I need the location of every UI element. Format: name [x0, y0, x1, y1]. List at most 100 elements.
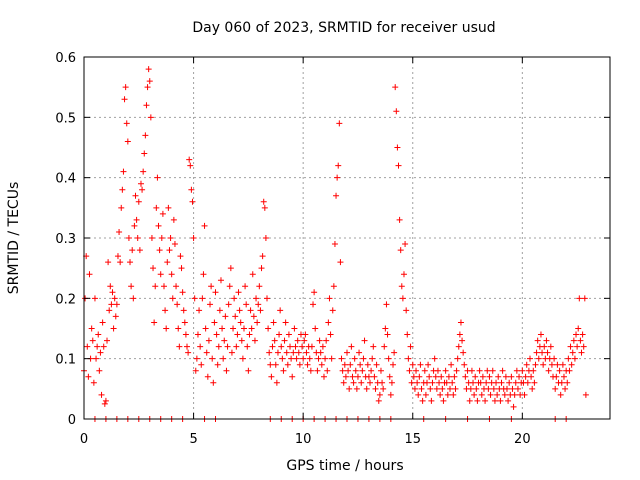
- data-point: [318, 361, 325, 368]
- data-point: [125, 235, 132, 241]
- data-point: [212, 289, 219, 296]
- data-point: [540, 361, 547, 368]
- data-point: [105, 259, 112, 266]
- data-point: [417, 361, 424, 368]
- data-point: [225, 301, 232, 308]
- data-point: [489, 367, 496, 374]
- data-point: [522, 373, 529, 380]
- data-point: [361, 337, 368, 344]
- data-point: [282, 319, 289, 326]
- data-point: [320, 373, 327, 380]
- data-point: [553, 373, 560, 380]
- data-point: [351, 355, 358, 362]
- data-point: [281, 337, 288, 344]
- data-point: [237, 319, 244, 326]
- data-point: [243, 301, 250, 308]
- data-point: [194, 331, 201, 338]
- data-point: [133, 216, 140, 223]
- data-point: [531, 379, 538, 386]
- data-point: [508, 373, 515, 380]
- data-point: [577, 337, 584, 344]
- data-point: [547, 343, 554, 350]
- data-point: [391, 349, 398, 356]
- data-point: [232, 313, 239, 320]
- data-point: [393, 108, 400, 115]
- data-point: [163, 325, 170, 332]
- data-point: [427, 385, 434, 392]
- data-point: [377, 367, 384, 374]
- data-point: [165, 204, 172, 211]
- data-point: [90, 379, 97, 386]
- data-point: [186, 156, 193, 163]
- data-point: [176, 343, 183, 350]
- data-point: [371, 373, 378, 380]
- data-point: [450, 391, 457, 398]
- data-point: [123, 120, 130, 127]
- data-point: [96, 367, 103, 374]
- data-point: [344, 349, 350, 356]
- data-point: [339, 367, 346, 374]
- data-point: [358, 379, 365, 386]
- data-point: [410, 373, 417, 380]
- data-point: [532, 361, 539, 368]
- data-point: [310, 301, 317, 308]
- data-point: [418, 385, 425, 392]
- data-point: [273, 379, 280, 386]
- data-point: [551, 355, 558, 362]
- data-point: [373, 361, 380, 368]
- data-point: [117, 259, 124, 266]
- data-point: [214, 361, 221, 368]
- data-point: [548, 361, 555, 368]
- data-point: [261, 204, 268, 211]
- data-point: [127, 259, 134, 266]
- data-point: [439, 385, 446, 392]
- data-point: [219, 325, 226, 332]
- x-tick-label: 15: [404, 432, 421, 447]
- data-point: [98, 391, 105, 398]
- data-point: [506, 379, 513, 386]
- data-point: [179, 289, 186, 296]
- data-point: [505, 397, 512, 404]
- data-point: [254, 319, 261, 326]
- data-point: [224, 343, 231, 350]
- data-point: [307, 367, 314, 374]
- data-point: [524, 379, 531, 386]
- data-point: [141, 150, 148, 157]
- data-point: [367, 379, 374, 386]
- data-point: [336, 120, 343, 127]
- data-point: [452, 385, 459, 392]
- data-point: [250, 313, 257, 320]
- data-point: [140, 168, 147, 175]
- data-point: [516, 373, 523, 380]
- data-point: [449, 379, 456, 386]
- data-point: [182, 331, 189, 338]
- data-point: [86, 271, 93, 278]
- data-point: [349, 373, 356, 380]
- data-point: [216, 307, 223, 314]
- data-point: [152, 283, 159, 290]
- data-point: [537, 331, 544, 338]
- data-point: [409, 361, 416, 368]
- data-point: [111, 295, 118, 302]
- data-point: [135, 198, 142, 205]
- data-point: [457, 319, 464, 326]
- data-point: [205, 337, 212, 344]
- data-point: [315, 355, 322, 362]
- data-point: [204, 373, 211, 380]
- data-point: [289, 373, 296, 380]
- data-point: [356, 349, 363, 356]
- data-point: [317, 349, 324, 356]
- data-point: [396, 216, 403, 223]
- data-point: [559, 361, 566, 368]
- data-point: [471, 391, 478, 398]
- data-point: [193, 355, 200, 362]
- data-point: [174, 301, 181, 308]
- data-point: [89, 337, 96, 344]
- data-point: [394, 144, 401, 151]
- data-point: [199, 295, 206, 302]
- data-point: [235, 289, 242, 296]
- data-point: [233, 343, 240, 350]
- data-point: [372, 385, 379, 392]
- data-point: [360, 355, 367, 362]
- data-point: [445, 373, 452, 380]
